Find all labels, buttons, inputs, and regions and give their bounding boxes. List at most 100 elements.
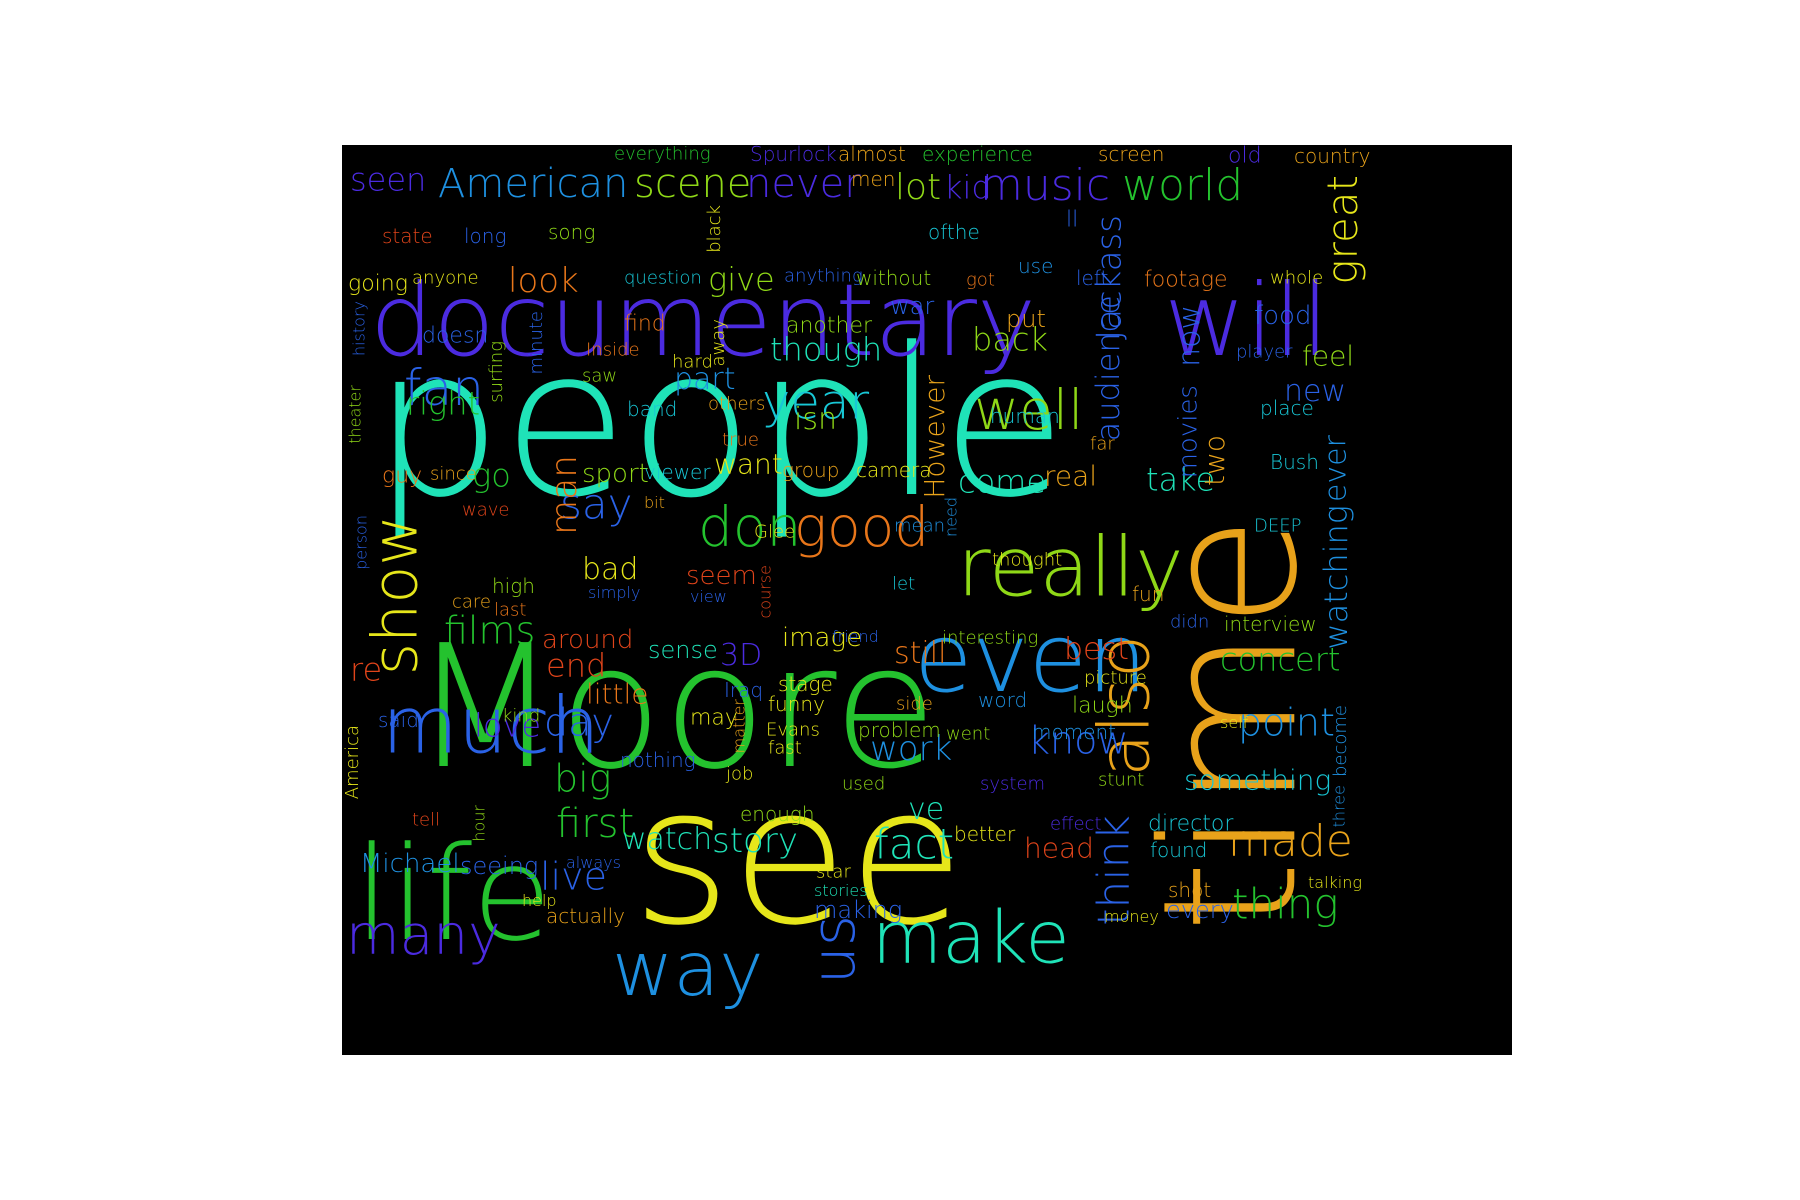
word-work: work — [870, 729, 952, 769]
word-fan: fan — [404, 359, 484, 417]
word-best: best — [1064, 632, 1129, 667]
word-friend: friend — [832, 627, 879, 646]
word-saw: saw — [582, 365, 617, 386]
word-actually: actually — [546, 904, 625, 928]
word-fun: fun — [1132, 582, 1164, 606]
word-people: people — [372, 305, 1067, 543]
word-said: said — [378, 708, 419, 732]
word-bad: bad — [582, 552, 638, 587]
word-make: make — [872, 896, 1070, 980]
word-give: give — [708, 261, 775, 299]
word-going: going — [348, 272, 408, 297]
word-find: find — [624, 312, 666, 337]
word-image: image — [782, 623, 862, 653]
word-group: group — [782, 458, 839, 482]
word-money: money — [1104, 907, 1159, 926]
word-evans: Evans — [766, 719, 820, 740]
word-let: let — [892, 573, 915, 594]
word-though: though — [770, 331, 882, 369]
word-wave: wave — [462, 499, 509, 520]
word-food: food — [1254, 301, 1311, 331]
word-place: place — [1260, 396, 1314, 420]
word-sense: sense — [648, 636, 718, 664]
word-look: look — [508, 261, 579, 301]
word-view: view — [690, 587, 727, 606]
word-spurlock: Spurlock — [750, 145, 837, 166]
word-moore: Moore — [412, 609, 937, 807]
word-talking: talking — [1308, 873, 1362, 892]
word-didn: didn — [1170, 611, 1209, 632]
word-kid: kid — [944, 169, 992, 207]
word-us: us — [799, 915, 869, 984]
word-side: side — [896, 693, 933, 714]
word-will: will — [1164, 262, 1329, 379]
word-say: say — [560, 480, 632, 529]
word-last: last — [494, 599, 526, 620]
word-big: big — [554, 756, 611, 800]
word-may: may — [690, 706, 738, 731]
word-anyone: anyone — [412, 267, 479, 288]
word-far: far — [1090, 433, 1115, 454]
word-true: true — [722, 429, 759, 450]
word-job: job — [725, 763, 753, 784]
word-doesn: doesn — [422, 324, 488, 349]
word-ve: ve — [908, 792, 944, 827]
word-back: back — [972, 321, 1048, 359]
word-end: end — [546, 647, 606, 685]
word-made: made — [1228, 816, 1353, 867]
word-hour: hour — [469, 805, 488, 842]
word-minute: minute — [526, 311, 547, 374]
word-bush: Bush — [1270, 450, 1319, 474]
word-state: state — [382, 224, 433, 248]
word-even: even — [914, 604, 1147, 714]
word-screen: screen — [1098, 145, 1164, 166]
word-others: others — [708, 393, 765, 414]
word-live: live — [540, 854, 607, 898]
word-viewer: viewer — [644, 460, 711, 484]
word-many: many — [346, 903, 501, 967]
word-word: word — [978, 688, 1027, 712]
word-films: films — [444, 608, 535, 652]
word-concert: concert — [1220, 641, 1340, 679]
word-iraq: Iraq — [724, 678, 763, 702]
word-glee: Glee — [754, 521, 795, 542]
word-way: way — [612, 925, 764, 1013]
word-camera: camera — [856, 458, 932, 482]
word-become: become — [1330, 705, 1351, 777]
word-still: still — [894, 636, 946, 671]
word-point: point — [1238, 700, 1335, 744]
word-stunt: stunt — [1098, 769, 1144, 790]
word-footage: footage — [1144, 268, 1228, 293]
word-seem: seem — [686, 561, 757, 591]
word-american: American — [438, 161, 628, 207]
word-music: music — [980, 160, 1110, 211]
word-michael: Michael — [360, 849, 460, 879]
word-lot: lot — [895, 167, 941, 208]
word-player: player — [1236, 341, 1293, 362]
word-black: black — [704, 205, 725, 253]
word-high: high — [492, 574, 535, 598]
word-cloud: people documentary will Moore see time life eve… — [342, 145, 1512, 1055]
word-inside: Inside — [586, 339, 640, 360]
word-left: left — [1076, 266, 1108, 290]
word-shot: shot — [1168, 878, 1211, 902]
word-system: system — [980, 773, 1045, 794]
word-don: don — [698, 495, 801, 559]
word-day: day — [544, 700, 614, 744]
word-without: without — [856, 266, 931, 290]
word-ll: ll — [1066, 208, 1078, 233]
word-mean: mean — [894, 515, 945, 536]
word-course: course — [755, 565, 774, 618]
word-jackass: Jackass — [1090, 215, 1130, 340]
word-think: think — [1088, 815, 1139, 926]
word-enough: enough — [740, 802, 815, 826]
word-theater: theater — [345, 385, 364, 444]
word-first: first — [556, 801, 634, 847]
word-got: got — [966, 269, 995, 290]
word-documentary: documentary — [370, 262, 1036, 379]
word-picture: picture — [1084, 667, 1147, 688]
word-feel: feel — [1302, 339, 1354, 372]
word-help: help — [522, 891, 557, 910]
word-another: another — [786, 314, 873, 339]
word-see: see — [632, 746, 965, 967]
